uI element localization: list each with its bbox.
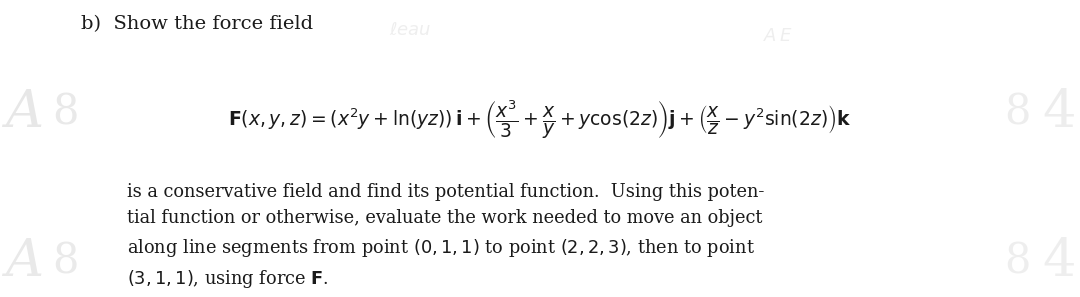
Text: A: A <box>5 87 43 138</box>
Text: 4: 4 <box>1042 87 1076 138</box>
Text: 8: 8 <box>1004 92 1030 134</box>
Text: 8: 8 <box>52 240 78 282</box>
Text: $\mathbf{F}(x, y, z) = (x^2y + \ln(yz))\,\mathbf{i} + \left(\dfrac{x^3}{3} + \df: $\mathbf{F}(x, y, z) = (x^2y + \ln(yz))\… <box>229 99 851 141</box>
Text: $\ell e a u$: $\ell e a u$ <box>389 21 432 39</box>
Text: 4: 4 <box>1042 236 1076 287</box>
Text: $A\,E$: $A\,E$ <box>762 27 793 45</box>
Text: b)  Show the force field: b) Show the force field <box>81 15 313 33</box>
Text: is a conservative field and find its potential function.  Using this poten-
tial: is a conservative field and find its pot… <box>127 183 765 290</box>
Text: A: A <box>5 236 43 287</box>
Text: 8: 8 <box>1004 240 1030 282</box>
Text: 8: 8 <box>52 92 78 134</box>
